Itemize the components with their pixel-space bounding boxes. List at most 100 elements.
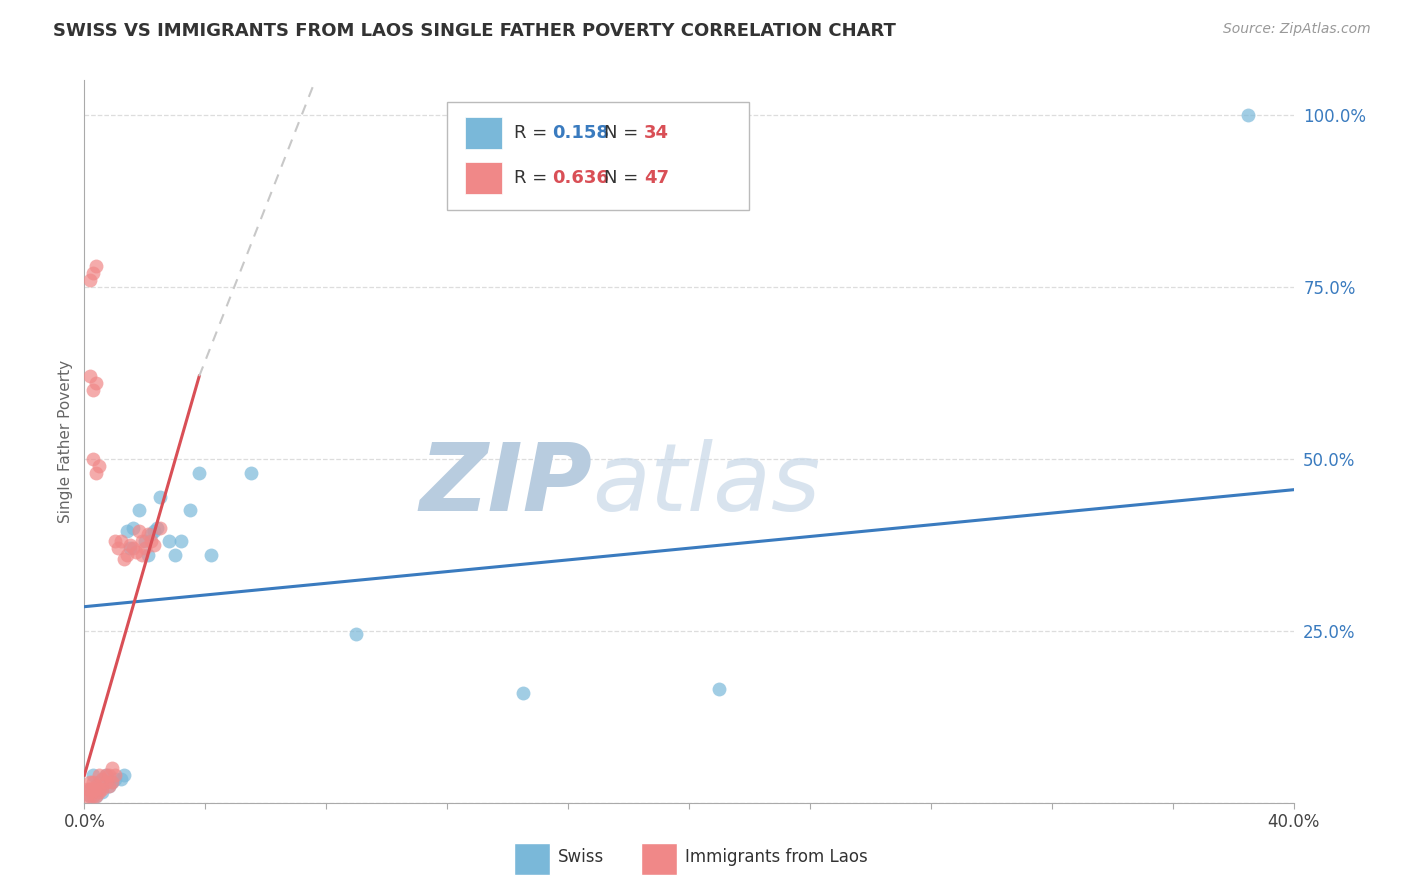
Point (165, 548, 187, 562)
Text: 0.158: 0.158 (553, 124, 609, 142)
Point (142, 538, 165, 552)
Point (94, 775, 117, 789)
Point (97, 779, 120, 793)
Point (86, 789, 108, 803)
Point (139, 534, 162, 549)
Point (79, 369, 101, 384)
Point (91, 785, 114, 799)
Point (200, 548, 222, 562)
Point (100, 761, 122, 775)
Point (82, 768, 104, 782)
Point (79, 775, 101, 789)
Point (82, 782, 104, 797)
Point (89, 785, 111, 799)
Point (104, 772, 127, 786)
Point (91, 782, 114, 797)
Point (149, 490, 172, 504)
Point (131, 548, 153, 562)
Point (139, 527, 162, 541)
Point (131, 534, 153, 549)
Text: atlas: atlas (592, 440, 821, 531)
Point (104, 534, 127, 549)
Point (82, 451, 104, 466)
Text: Swiss: Swiss (558, 848, 605, 866)
Text: Source: ZipAtlas.com: Source: ZipAtlas.com (1223, 22, 1371, 37)
Text: R =: R = (513, 124, 553, 142)
Point (89, 782, 111, 797)
Point (136, 527, 159, 541)
Point (89, 768, 111, 782)
Text: 0.636: 0.636 (553, 169, 609, 186)
Point (94, 768, 117, 782)
Point (112, 768, 135, 782)
Point (146, 520, 169, 534)
Point (82, 266, 104, 280)
Point (86, 259, 108, 273)
Point (76, 782, 98, 797)
Point (91, 772, 114, 786)
Point (157, 534, 180, 549)
Point (76, 789, 98, 803)
FancyBboxPatch shape (641, 843, 676, 875)
Y-axis label: Single Father Poverty: Single Father Poverty (58, 360, 73, 523)
Point (512, 686, 534, 700)
Point (110, 772, 132, 786)
Point (1237, 108, 1260, 122)
Text: N =: N = (605, 169, 644, 186)
Point (104, 768, 127, 782)
Point (118, 538, 141, 552)
Text: Immigrants from Laos: Immigrants from Laos (685, 848, 868, 866)
Point (149, 520, 172, 534)
Point (134, 541, 156, 556)
FancyBboxPatch shape (465, 161, 502, 194)
Point (188, 466, 211, 480)
Point (136, 548, 159, 562)
Point (82, 789, 104, 803)
Point (125, 544, 148, 558)
Point (94, 768, 117, 782)
Point (79, 789, 101, 803)
Point (79, 789, 101, 803)
Point (121, 520, 143, 534)
Point (97, 779, 120, 793)
Text: R =: R = (513, 169, 553, 186)
Point (86, 779, 108, 793)
Point (112, 551, 135, 566)
Point (115, 524, 138, 538)
Point (128, 524, 150, 538)
Point (121, 541, 143, 556)
Point (89, 775, 111, 789)
Point (115, 548, 138, 562)
Text: N =: N = (605, 124, 644, 142)
Point (239, 466, 262, 480)
Point (86, 466, 108, 480)
Point (79, 782, 101, 797)
Point (100, 775, 122, 789)
Point (97, 768, 120, 782)
Point (82, 775, 104, 789)
Text: SWISS VS IMMIGRANTS FROM LAOS SINGLE FATHER POVERTY CORRELATION CHART: SWISS VS IMMIGRANTS FROM LAOS SINGLE FAT… (53, 22, 896, 40)
Point (79, 273, 101, 287)
Text: 47: 47 (644, 169, 669, 186)
Point (79, 782, 101, 797)
Point (709, 682, 731, 697)
Point (170, 534, 193, 549)
FancyBboxPatch shape (465, 117, 502, 149)
Point (110, 534, 132, 549)
Point (100, 775, 122, 789)
Point (107, 541, 129, 556)
Point (89, 782, 111, 797)
Point (346, 627, 368, 641)
Point (86, 376, 108, 390)
FancyBboxPatch shape (513, 843, 550, 875)
Text: ZIP: ZIP (419, 439, 592, 531)
Point (89, 458, 111, 473)
Point (86, 789, 108, 803)
Text: 34: 34 (644, 124, 669, 142)
FancyBboxPatch shape (447, 102, 749, 211)
Point (179, 503, 201, 517)
Point (134, 534, 156, 549)
Point (82, 383, 104, 397)
Point (118, 541, 141, 556)
Point (128, 503, 150, 517)
